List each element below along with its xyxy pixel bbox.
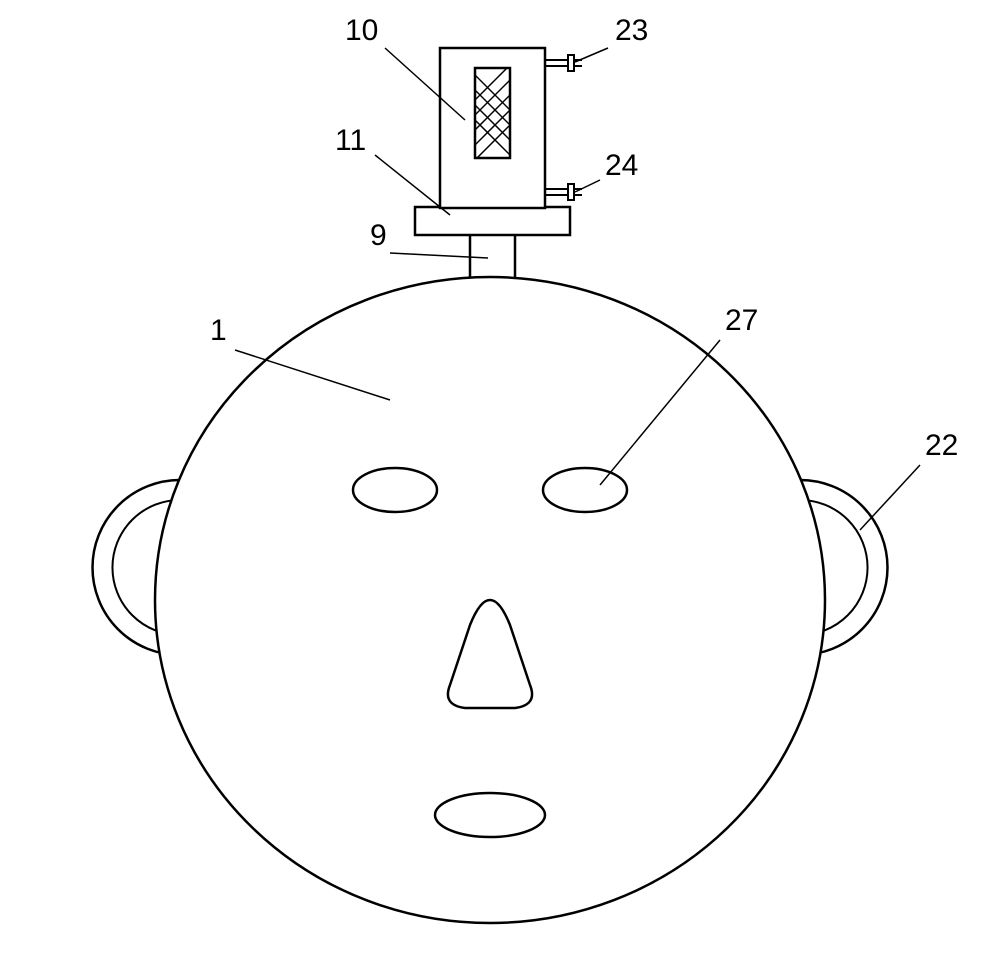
plate-part-11 [415, 207, 570, 235]
label-23: 23 [615, 14, 648, 47]
technical-diagram: 10 11 9 23 24 1 27 22 [0, 0, 1000, 955]
label-10: 10 [345, 14, 378, 47]
eye-right-27 [543, 468, 627, 512]
label-22: 22 [925, 429, 958, 462]
label-1: 1 [210, 314, 227, 347]
label-9: 9 [370, 219, 387, 252]
mouth-shape [435, 793, 545, 837]
label-24: 24 [605, 149, 638, 182]
label-11: 11 [335, 124, 366, 157]
stem-part-9 [470, 232, 515, 280]
bolt-upper-23 [545, 55, 582, 71]
eye-left [353, 468, 437, 512]
label-27: 27 [725, 304, 758, 337]
